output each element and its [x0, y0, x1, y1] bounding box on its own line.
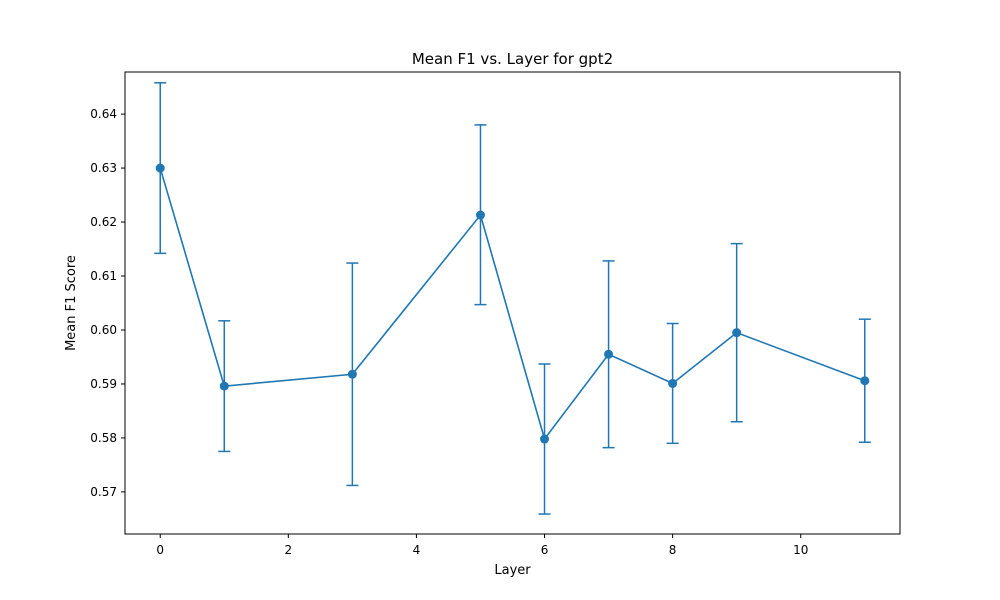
data-point: [668, 378, 678, 388]
y-tick-label: 0.62: [90, 215, 117, 229]
y-tick-label: 0.63: [90, 161, 117, 175]
data-point: [475, 210, 485, 220]
chart-title: Mean F1 vs. Layer for gpt2: [412, 50, 613, 68]
data-point: [732, 328, 742, 338]
x-tick-label: 2: [285, 543, 293, 557]
x-axis-label: Layer: [494, 563, 531, 578]
x-tick-label: 4: [413, 543, 421, 557]
x-tick-label: 8: [669, 543, 677, 557]
data-point: [347, 369, 357, 379]
data-point: [540, 434, 550, 444]
plot-frame: [124, 71, 901, 535]
x-tick-label: 6: [541, 543, 549, 557]
y-tick-label: 0.64: [90, 107, 117, 121]
y-tick-label: 0.61: [90, 269, 117, 283]
x-tick-label: 0: [156, 543, 164, 557]
y-tick-label: 0.59: [90, 377, 117, 391]
y-axis: 0.57 0.58 0.59 0.60 0.61 0.62 0.63 0.64: [90, 107, 125, 499]
data-point: [155, 163, 165, 173]
y-axis-label: Mean F1 Score: [64, 255, 79, 351]
y-tick-label: 0.60: [90, 323, 117, 337]
series-line: [159, 167, 866, 441]
x-axis: 0 2 4 6 8 10: [156, 534, 808, 557]
data-point: [219, 381, 229, 391]
y-tick-label: 0.58: [90, 431, 117, 445]
data-point: [604, 349, 614, 359]
plot-area: [154, 82, 871, 515]
y-tick-label: 0.57: [90, 485, 117, 499]
data-point: [860, 376, 870, 386]
x-tick-label: 10: [793, 543, 808, 557]
